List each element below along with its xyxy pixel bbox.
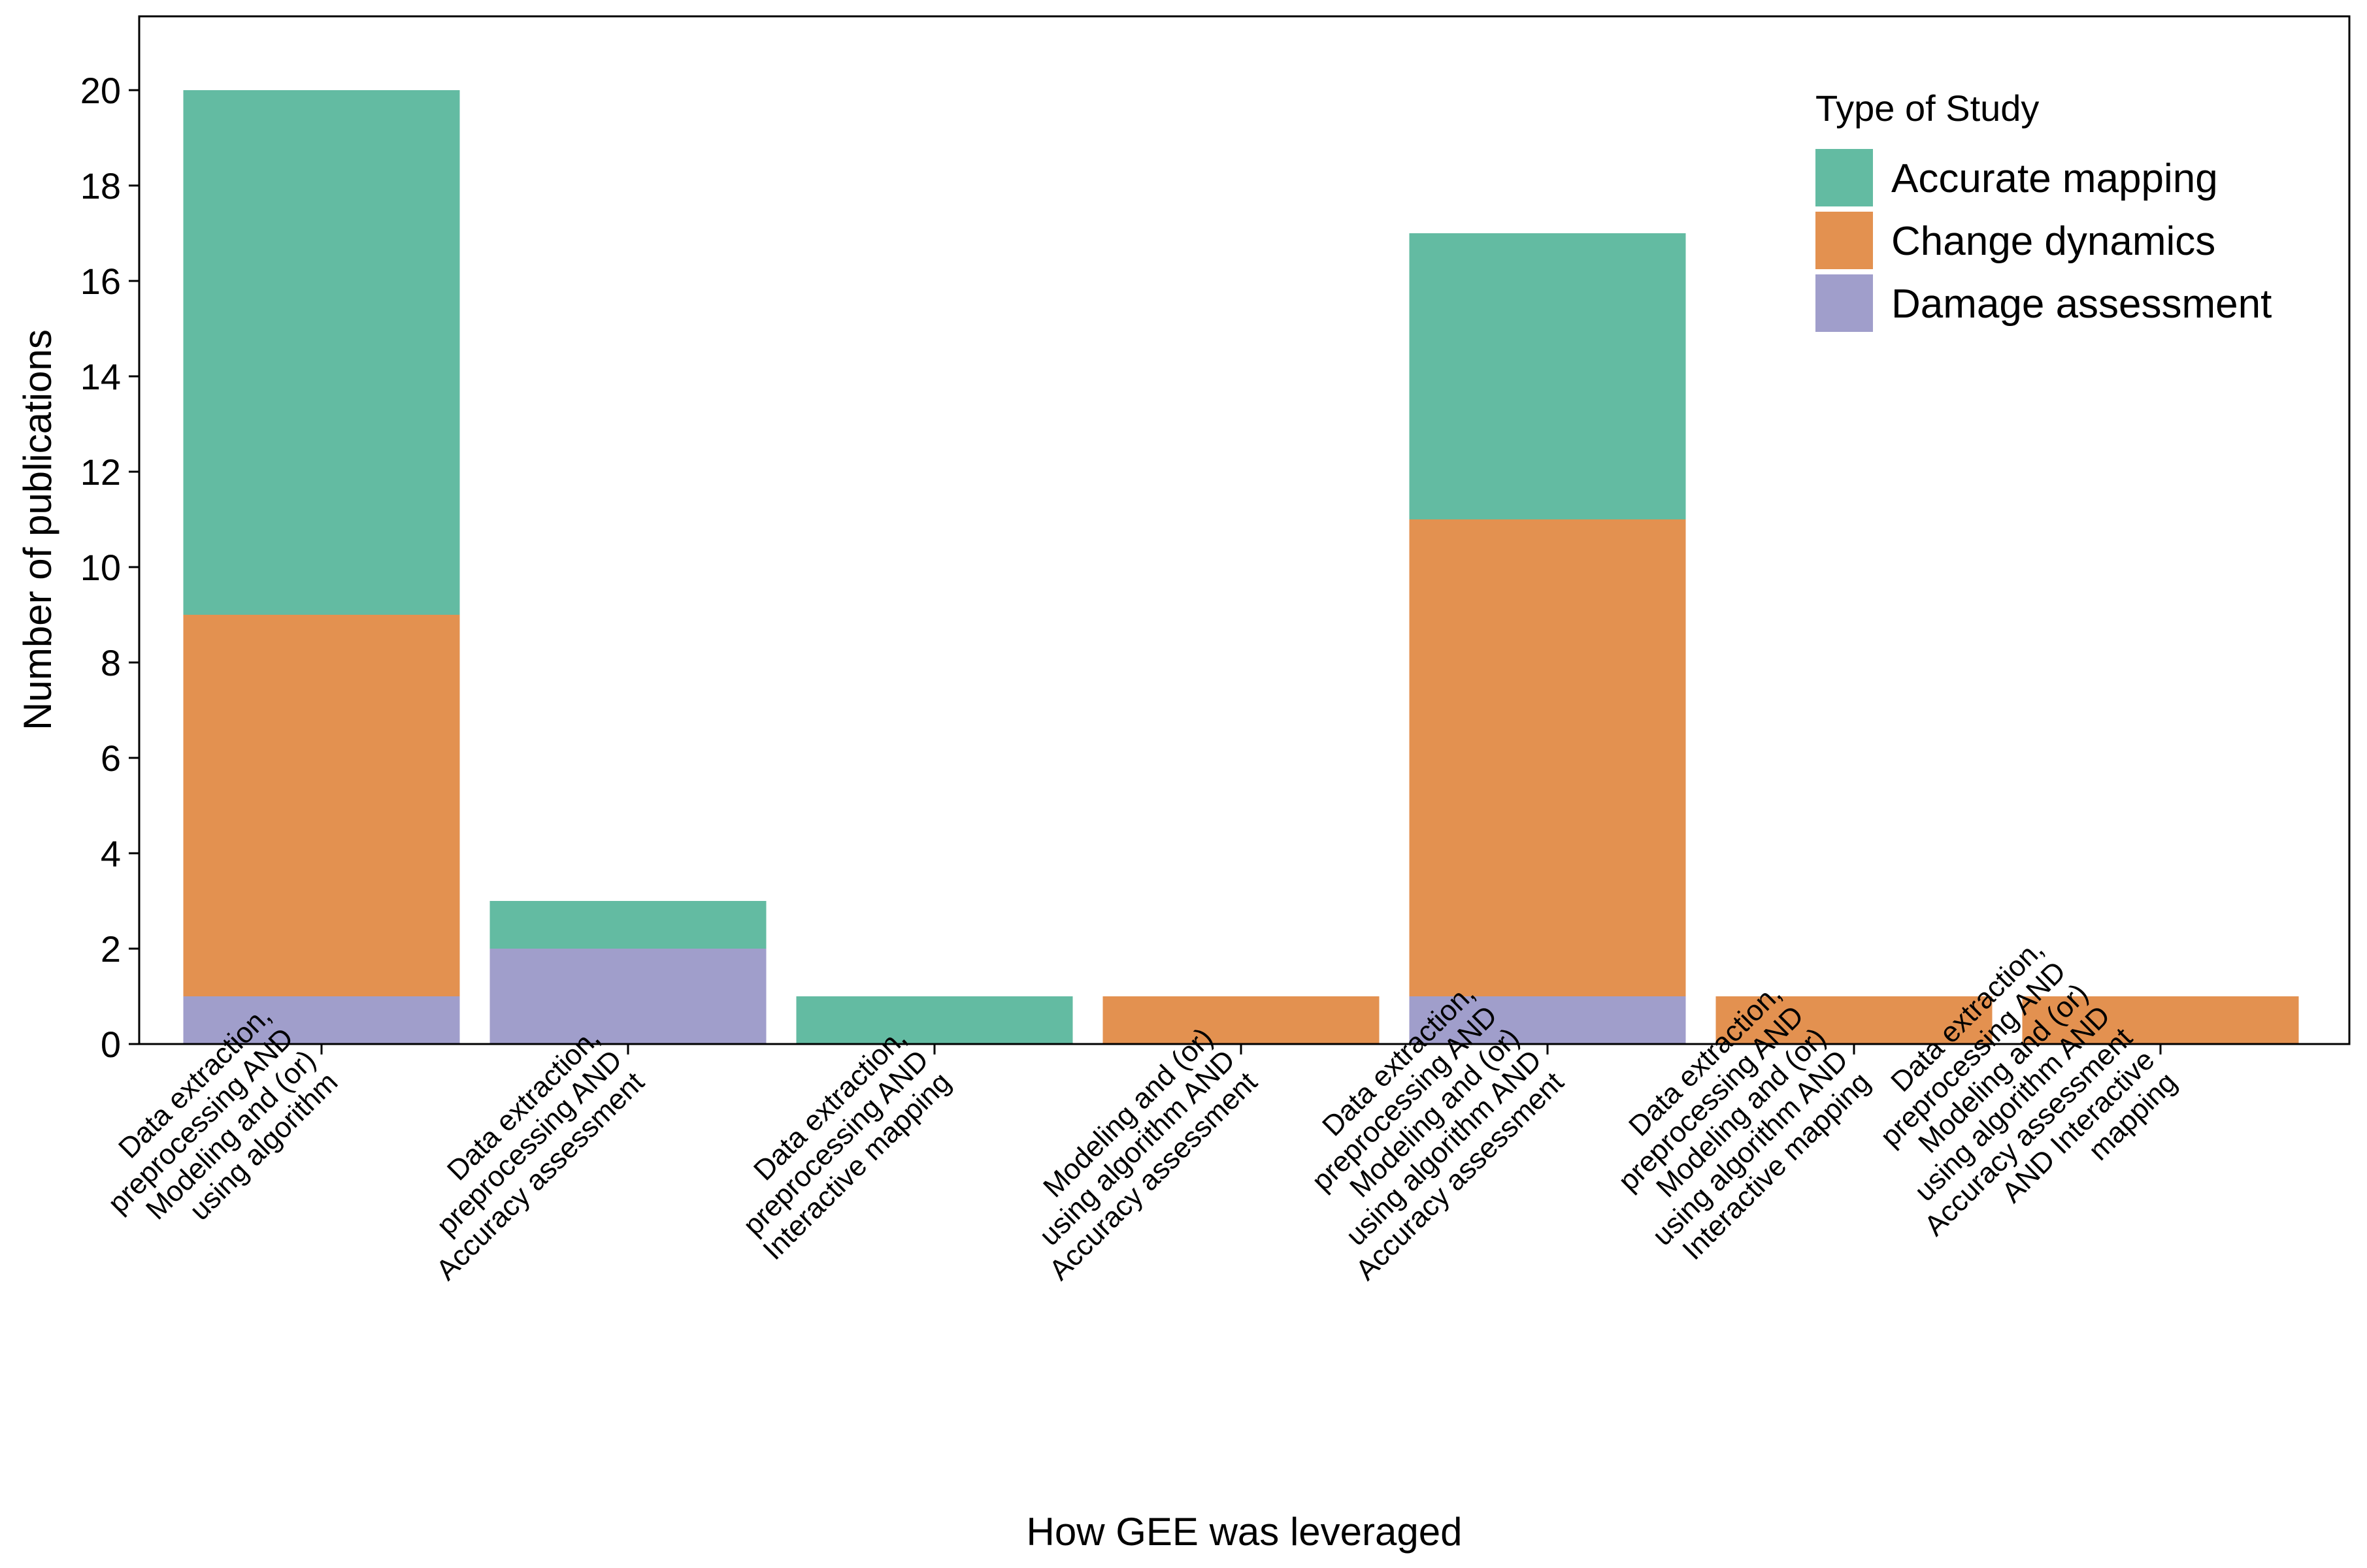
x-tick-label-group: Data extraction,preprocessing ANDAccurac…	[430, 1022, 650, 1286]
y-tick-label: 4	[101, 833, 121, 874]
x-tick-label-group: Data extraction,preprocessing ANDInterac…	[737, 1022, 957, 1266]
x-tick-label-group: Data extraction,preprocessing ANDModelin…	[1874, 933, 2183, 1242]
bar-accurate-mapping-5	[1409, 233, 1686, 519]
bar-damage-assessment-5	[1409, 996, 1686, 1044]
bar-change-dynamics-7	[2022, 996, 2299, 1044]
x-tick-label-group: Modeling and (or)using algorithm ANDAccu…	[1033, 1022, 1263, 1286]
legend-label: Change dynamics	[1891, 219, 2215, 264]
legend-key-change-dynamics	[1815, 212, 1873, 269]
y-tick-label: 18	[80, 165, 121, 206]
bar-accurate-mapping-1	[183, 90, 460, 615]
legend-key-accurate-mapping	[1815, 149, 1873, 206]
legend-key-damage-assessment	[1815, 274, 1873, 332]
bar-change-dynamics-5	[1409, 519, 1686, 996]
legend: Type of Study Accurate mapping Change dyn…	[1815, 88, 2272, 332]
y-tick-label: 16	[80, 261, 121, 302]
bar-damage-assessment-2	[489, 949, 767, 1044]
legend-title: Type of Study	[1815, 88, 2039, 129]
y-tick-label: 14	[80, 356, 121, 397]
y-tick-label: 2	[101, 928, 121, 970]
x-tick-label-line: preprocessing AND	[431, 1044, 629, 1242]
y-axis-title: Number of publications	[16, 329, 59, 730]
bar-damage-assessment-1	[183, 996, 460, 1044]
y-axis: 0 2 4 6 8 10 12 14 16 18 20	[80, 70, 139, 1065]
y-tick-label: 6	[101, 738, 121, 779]
y-tick-label: 20	[80, 70, 121, 111]
x-tick-label-line: using algorithm AND	[1033, 1044, 1241, 1252]
x-axis-title: How GEE was leveraged	[1027, 1510, 1463, 1554]
bar-change-dynamics-6	[1715, 996, 1993, 1044]
legend-label: Damage assessment	[1891, 282, 2272, 327]
x-tick-label-line: preprocessing AND	[737, 1044, 935, 1242]
bar-change-dynamics-4	[1102, 996, 1380, 1044]
bar-change-dynamics-1	[183, 615, 460, 996]
y-tick-label: 10	[80, 547, 121, 588]
plot-panel-border	[138, 15, 2351, 1045]
legend-label: Accurate mapping	[1891, 156, 2218, 201]
bars-layer	[183, 90, 2299, 1044]
y-tick-label: 12	[80, 451, 121, 493]
bar-accurate-mapping-2	[489, 901, 767, 949]
y-tick-label: 8	[101, 642, 121, 683]
y-tick-label: 0	[101, 1024, 121, 1065]
bar-accurate-mapping-3	[796, 996, 1073, 1044]
